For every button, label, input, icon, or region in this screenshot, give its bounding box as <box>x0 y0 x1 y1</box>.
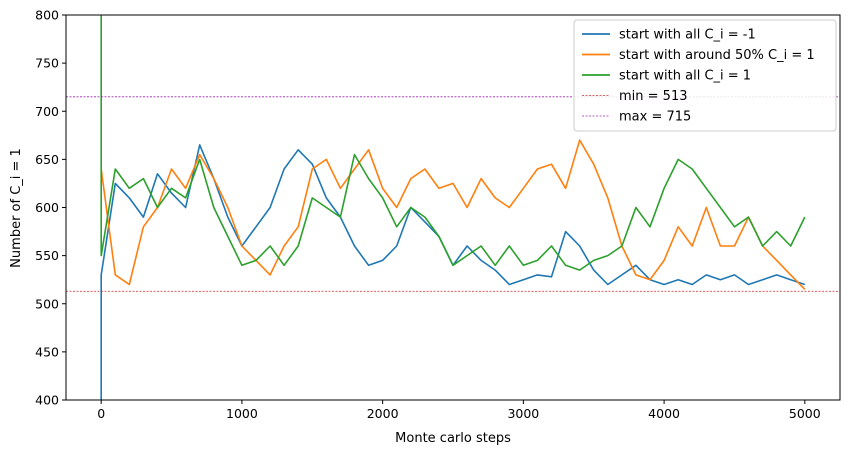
y-tick-label: 450 <box>35 344 59 359</box>
y-tick-label: 750 <box>35 56 59 71</box>
x-axis: 0 1000 2000 3000 4000 5000 <box>97 400 821 421</box>
legend: start with all C_i = -1 start with around… <box>573 19 837 132</box>
y-axis: 400 450 500 550 600 650 700 750 800 <box>35 8 66 408</box>
legend-label: start with all C_i = -1 <box>619 28 756 43</box>
y-tick-label: 700 <box>35 104 59 119</box>
y-tick-label: 500 <box>35 296 59 311</box>
series-line-2 <box>100 139 806 290</box>
x-tick-label: 2000 <box>367 406 399 421</box>
plot-area <box>66 15 840 400</box>
x-tick-label: 0 <box>97 406 105 421</box>
x-tick-label: 1000 <box>226 406 258 421</box>
series-line-3 <box>100 15 806 271</box>
y-axis-label: Number of C_i = 1 <box>9 148 24 268</box>
y-tick-label: 800 <box>35 8 59 23</box>
x-tick-label: 5000 <box>789 406 821 421</box>
legend-label: start with around 50% C_i = 1 <box>619 48 815 63</box>
legend-label: max = 715 <box>619 110 691 125</box>
y-tick-label: 400 <box>35 393 59 408</box>
y-tick-label: 550 <box>35 248 59 263</box>
legend-box <box>573 19 837 132</box>
y-tick-label: 650 <box>35 152 59 167</box>
x-axis-label: Monte carlo steps <box>395 431 511 446</box>
legend-label: min = 513 <box>619 89 688 104</box>
y-tick-label: 600 <box>35 200 59 215</box>
x-tick-label: 4000 <box>648 406 680 421</box>
legend-label: start with all C_i = 1 <box>619 69 751 84</box>
x-tick-label: 3000 <box>507 406 539 421</box>
